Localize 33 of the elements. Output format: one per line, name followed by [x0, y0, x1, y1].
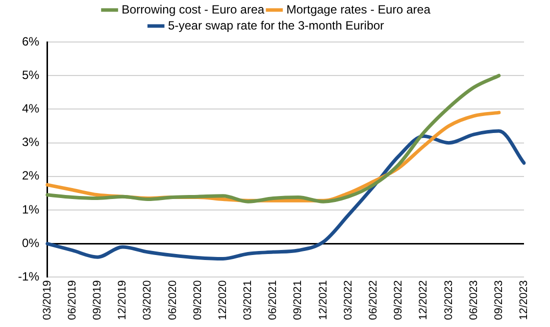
x-tick-label: 12/2023	[518, 280, 530, 320]
line-series	[46, 74, 501, 204]
x-tick-label: 03/2021	[242, 280, 254, 320]
x-tick-label: 06/2022	[368, 280, 380, 320]
y-tick-label: 6%	[22, 34, 40, 48]
x-tick-label: 12/2021	[317, 280, 330, 320]
x-tick-label: 03/2022	[342, 280, 354, 320]
y-tick-label: 4%	[22, 102, 40, 116]
legend-label: 5-year swap rate for the 3-month Euribor	[168, 18, 384, 32]
line-series	[46, 129, 526, 261]
x-tick-label: 06/2019	[66, 280, 78, 320]
y-tick-label: 3%	[22, 135, 40, 150]
x-tick-label: 06/2021	[267, 280, 280, 320]
x-tick-label: 03/2019	[41, 280, 54, 320]
x-tick-label: 03/2020	[142, 280, 154, 320]
x-tick-label: 06/2023	[468, 280, 480, 320]
y-tick-label: 0%	[22, 236, 40, 250]
y-tick-label: 1%	[22, 202, 40, 216]
legend-label: Mortgage rates - Euro area	[286, 2, 431, 16]
x-tick-label: 12/2022	[418, 280, 430, 320]
x-tick-label: 12/2019	[116, 280, 129, 320]
x-tick-label: 09/2019	[92, 280, 104, 320]
legend-label: Borrowing cost - Euro area	[122, 2, 265, 16]
x-tick-label: 03/2023	[442, 280, 455, 320]
x-tick-label: 09/2021	[292, 280, 304, 320]
x-tick-label: 06/2020	[166, 280, 179, 320]
y-tick-label: 5%	[22, 68, 40, 82]
x-tick-label: 09/2020	[192, 280, 204, 320]
y-tick-label: 2%	[22, 168, 40, 183]
x-tick-label: 09/2023	[492, 280, 505, 320]
x-tick-label: 12/2020	[216, 280, 229, 320]
y-tick-label: -1%	[18, 270, 40, 284]
x-tick-label: 09/2022	[392, 280, 405, 320]
